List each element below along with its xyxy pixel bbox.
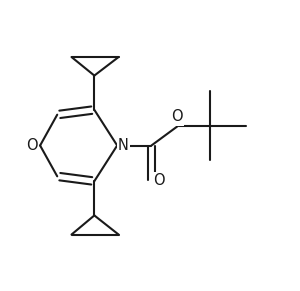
Text: N: N (118, 138, 129, 153)
Text: O: O (153, 173, 165, 188)
Text: O: O (27, 138, 38, 153)
Text: O: O (171, 109, 183, 125)
